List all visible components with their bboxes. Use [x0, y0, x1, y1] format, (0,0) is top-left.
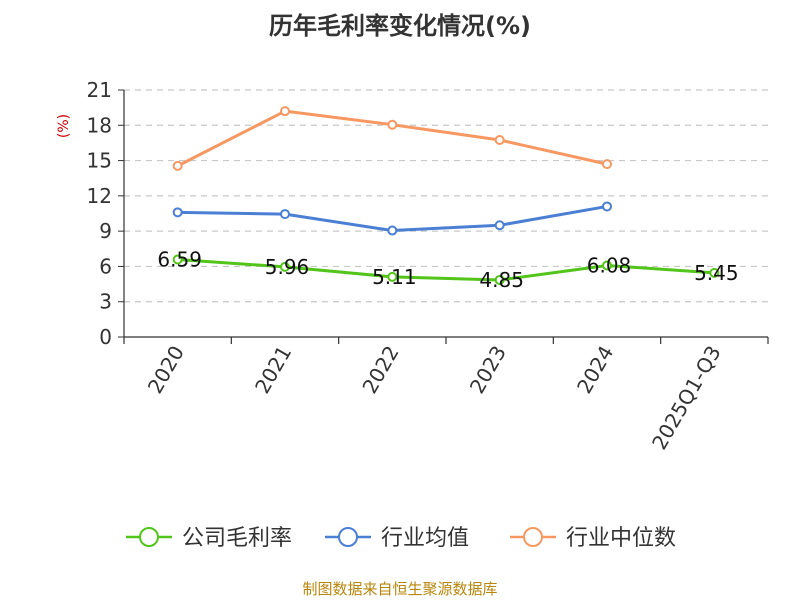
- legend: 公司毛利率 行业均值 行业中位数: [126, 526, 676, 551]
- grid-lines: [124, 89, 768, 303]
- series-1-point-4: [602, 201, 612, 212]
- series-2-point-1: [280, 106, 290, 117]
- x-tick-labels: 2020 2021 2022 2023 2024 2025Q1-Q3: [143, 341, 726, 453]
- y-tick-label-6: 18: [87, 113, 112, 137]
- series-0-point-1: [280, 261, 290, 272]
- legend-marker-1: [338, 527, 358, 547]
- y-tick-label-7: 21: [87, 78, 112, 102]
- data-label-0-1: 5.96: [265, 255, 310, 279]
- legend-label-2: 行业中位数: [566, 526, 676, 551]
- series-2-point-4: [602, 159, 612, 170]
- y-tick-labels: 0 3 6 9 12 15 18 21: [87, 78, 112, 349]
- series-2-point-0: [172, 160, 183, 171]
- series-1-point-3: [494, 220, 505, 231]
- series-line-0: [177, 257, 715, 282]
- x-tick-label-0: 2020: [143, 342, 189, 398]
- x-tick-label-4: 2024: [572, 342, 618, 398]
- y-unit-label: (%): [56, 114, 72, 138]
- series-0-point-0: [172, 254, 183, 265]
- x-tick-label-1: 2021: [250, 342, 296, 398]
- data-label-0-2: 5.11: [372, 265, 417, 289]
- x-tick-label-5: 2025Q1-Q3: [647, 342, 726, 454]
- series-1-point-1: [280, 209, 290, 220]
- y-tick-label-5: 15: [87, 149, 112, 173]
- series-1-point-2: [387, 225, 398, 236]
- series-2-point-2: [387, 119, 398, 130]
- y-tick-label-3: 9: [99, 219, 112, 243]
- source-note: 制图数据来自恒生聚源数据库: [302, 580, 497, 598]
- axes: [118, 89, 769, 344]
- series-0-point-3: [494, 274, 505, 285]
- data-labels: 6.59 5.96 5.11 4.85 6.08 5.45: [157, 247, 738, 291]
- x-tick-label-2: 2022: [357, 342, 403, 398]
- x-tick-label-3: 2023: [465, 341, 511, 397]
- data-label-0-3: 4.85: [479, 268, 524, 292]
- data-label-0-0: 6.59: [157, 247, 202, 271]
- legend-marker-0: [139, 527, 159, 547]
- series-1-point-0: [172, 207, 183, 218]
- legend-label-1: 行业均值: [381, 526, 469, 551]
- data-label-0-5: 5.45: [694, 261, 739, 285]
- y-tick-label-1: 3: [99, 290, 112, 314]
- data-label-0-4: 6.08: [587, 253, 632, 277]
- series-0-point-2: [387, 271, 398, 282]
- y-tick-label-2: 6: [99, 254, 112, 278]
- y-tick-label-4: 12: [87, 184, 112, 208]
- series-line-2: [176, 109, 608, 168]
- legend-label-0: 公司毛利率: [182, 526, 292, 551]
- series-0-point-4: [602, 260, 612, 271]
- legend-marker-2: [523, 527, 543, 547]
- series-0-point-5: [709, 267, 720, 278]
- series-lines: [172, 106, 720, 285]
- series-2-point-3: [494, 134, 505, 145]
- y-tick-label-0: 0: [99, 325, 112, 349]
- chart-title: 历年毛利率变化情况(%): [269, 12, 531, 40]
